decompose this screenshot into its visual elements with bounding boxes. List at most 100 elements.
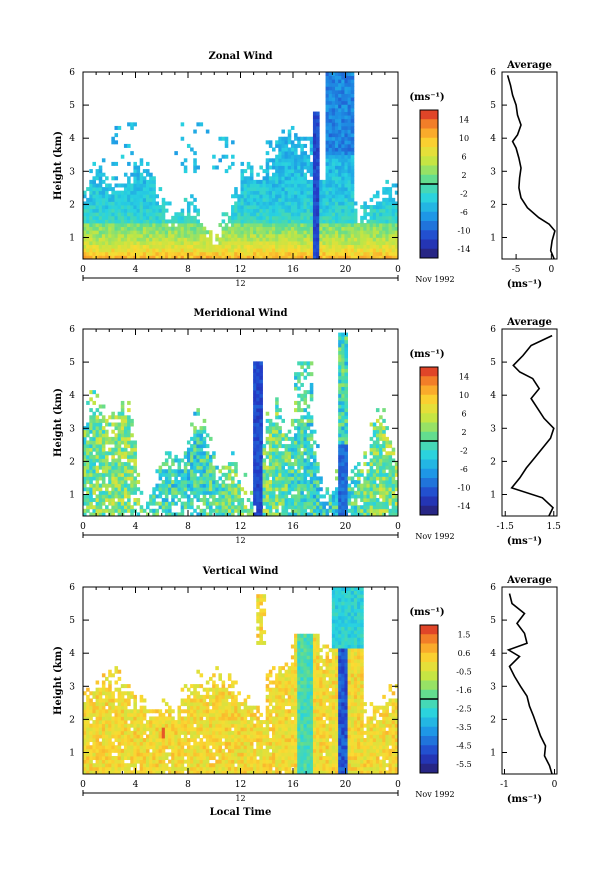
heatmap-cell — [164, 512, 169, 517]
heatmap-cell — [391, 472, 396, 477]
heatmap-cell — [105, 748, 109, 753]
heatmap-cell — [265, 223, 270, 228]
heatmap-cell — [86, 226, 90, 231]
heatmap-cell — [306, 219, 311, 224]
heatmap-cell — [158, 212, 163, 217]
heatmap-cell — [224, 476, 229, 481]
heatmap-cell — [312, 223, 317, 228]
heatmap-cell — [341, 230, 345, 235]
heatmap-cell — [344, 230, 348, 235]
heatmap-cell — [221, 501, 226, 506]
heatmap-cell — [303, 415, 308, 420]
average-y-tick-label: 1 — [490, 233, 496, 243]
heatmap-cell — [375, 462, 380, 467]
heatmap-cell — [344, 386, 348, 391]
heatmap-cell — [89, 730, 93, 735]
colorbar-swatch — [420, 459, 438, 470]
heatmap-cell — [256, 241, 260, 246]
heatmap-cell — [136, 472, 141, 477]
colorbar-swatch — [420, 221, 438, 231]
heatmap-cell — [259, 361, 263, 366]
heatmap-cell — [133, 720, 137, 725]
heatmap-cell — [335, 248, 339, 253]
heatmap-cell — [347, 97, 352, 102]
heatmap-cell — [183, 251, 188, 256]
heatmap-cell — [212, 469, 216, 474]
heatmap-cell — [186, 215, 191, 220]
heatmap-cell — [366, 498, 371, 503]
heatmap-cell — [309, 422, 314, 427]
x-tick-label: 0 — [80, 265, 86, 275]
heatmap-cell — [105, 187, 109, 192]
heatmap-cell — [347, 100, 352, 105]
heatmap-cell — [259, 422, 263, 427]
heatmap-cell — [335, 122, 339, 127]
heatmap-cell — [284, 179, 289, 184]
heatmap-cell — [344, 75, 348, 80]
heatmap-cell — [114, 763, 119, 768]
heatmap-cell — [303, 433, 308, 438]
x-tick-label: 8 — [185, 265, 191, 275]
heatmap-cell — [101, 741, 106, 746]
heatmap-cell — [259, 179, 263, 184]
heatmap-cell — [312, 498, 317, 503]
heatmap-cell — [83, 444, 87, 449]
heatmap-cell — [174, 494, 178, 499]
heatmap-cell — [149, 498, 153, 503]
heatmap-cell — [265, 230, 270, 235]
heatmap-cell — [86, 458, 90, 463]
heatmap-cell — [338, 512, 342, 517]
heatmap-cell — [139, 244, 144, 249]
heatmap-cell — [168, 451, 172, 456]
heatmap-cell — [284, 248, 289, 253]
heatmap-cell — [196, 233, 200, 238]
heatmap-cell — [306, 411, 311, 416]
heatmap-cell — [382, 212, 386, 217]
heatmap-cell — [388, 472, 393, 477]
heatmap-cell — [111, 462, 115, 467]
date-day-label: 12 — [235, 279, 245, 288]
heatmap-cell — [114, 465, 119, 470]
heatmap-cell — [316, 165, 320, 170]
heatmap-cell — [133, 498, 137, 503]
heatmap-cell — [369, 498, 374, 503]
heatmap-cell — [111, 454, 115, 459]
heatmap-cell — [338, 140, 342, 145]
heatmap-cell — [123, 226, 128, 231]
heatmap-cell — [101, 158, 106, 163]
heatmap-cell — [338, 336, 342, 341]
heatmap-cell — [89, 208, 93, 213]
heatmap-cell — [297, 154, 301, 159]
heatmap-cell — [331, 508, 336, 513]
heatmap-cell — [168, 244, 172, 249]
heatmap-cell — [95, 205, 100, 210]
heatmap-cell — [281, 190, 285, 195]
heatmap-cell — [341, 343, 345, 348]
heatmap-cell — [98, 230, 103, 235]
heatmap-cell — [86, 766, 90, 771]
heatmap-cell — [278, 140, 282, 145]
heatmap-cell — [322, 183, 326, 188]
heatmap-cell — [133, 230, 137, 235]
heatmap-cell — [265, 215, 270, 220]
heatmap-cell — [306, 390, 311, 395]
heatmap-cell — [190, 237, 194, 242]
heatmap-cell — [130, 208, 134, 213]
heatmap-cell — [350, 143, 355, 148]
heatmap-cell — [379, 433, 383, 438]
heatmap-cell — [111, 720, 115, 725]
heatmap-cell — [369, 197, 374, 202]
heatmap-cell — [89, 241, 93, 246]
heatmap-cell — [344, 415, 348, 420]
heatmap-cell — [86, 208, 90, 213]
colorbar-swatch — [420, 211, 438, 222]
heatmap-cell — [300, 372, 304, 377]
heatmap-cell — [146, 255, 150, 260]
heatmap-cell — [234, 465, 238, 470]
heatmap-cell — [136, 197, 141, 202]
heatmap-cell — [95, 454, 100, 459]
heatmap-cell — [133, 122, 137, 127]
heatmap-cell — [117, 770, 122, 775]
heatmap-cell — [265, 179, 270, 184]
